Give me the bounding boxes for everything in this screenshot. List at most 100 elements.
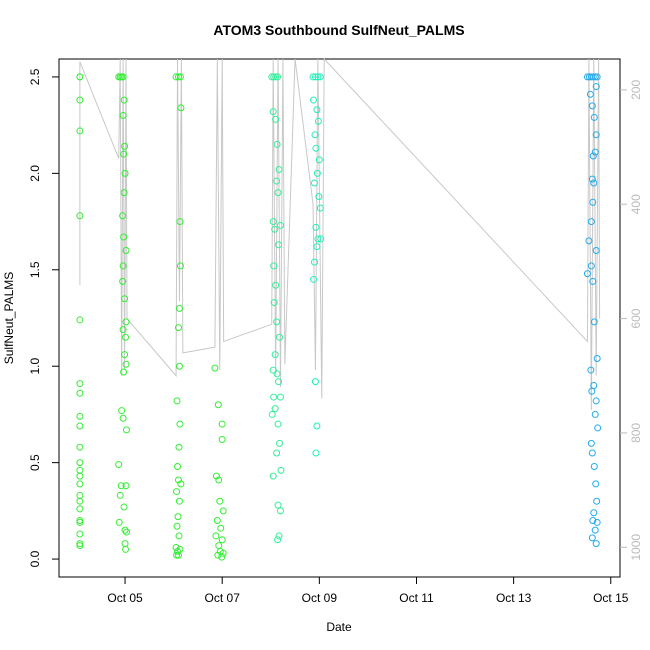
data-point: [122, 545, 130, 553]
data-point: [271, 351, 279, 359]
data-point: [117, 482, 125, 490]
y-axis-label: SulfNeut_PALMS: [2, 272, 16, 365]
data-point: [120, 150, 128, 158]
data-point: [316, 204, 324, 212]
data-point: [314, 235, 322, 243]
chart-title: ATOM3 Southbound SulfNeut_PALMS: [213, 22, 464, 38]
data-point: [277, 466, 285, 474]
data-point: [272, 73, 280, 81]
data-point: [76, 530, 84, 538]
data-point: [591, 73, 599, 81]
data-point: [268, 410, 276, 418]
data-point: [313, 422, 321, 430]
data-point: [274, 501, 282, 509]
profile-line: [79, 57, 601, 411]
data-point: [591, 526, 599, 534]
data-point: [76, 480, 84, 488]
data-point: [120, 503, 128, 511]
data-point: [76, 127, 84, 135]
data-point: [592, 540, 600, 548]
data-point: [311, 131, 319, 139]
data-point: [115, 461, 123, 469]
data-point: [592, 131, 600, 139]
data-point: [310, 275, 318, 283]
data-point: [310, 258, 318, 266]
data-point: [269, 366, 277, 374]
data-point: [275, 378, 283, 386]
data-point: [122, 318, 130, 326]
data-point: [119, 212, 127, 220]
data-point: [588, 175, 596, 183]
data-point: [314, 73, 322, 81]
data-point: [591, 410, 599, 418]
data-point: [216, 497, 224, 505]
data-point: [313, 243, 321, 251]
data-point: [588, 449, 596, 457]
data-point: [312, 223, 320, 231]
data-point: [174, 324, 182, 332]
data-point: [119, 112, 127, 120]
data-point: [76, 497, 84, 505]
data-point: [176, 262, 184, 270]
data-point: [587, 218, 595, 226]
data-point: [121, 142, 129, 150]
data-point: [175, 304, 183, 312]
y-tick-label: 1.0: [28, 358, 42, 375]
data-point: [211, 364, 219, 372]
data-point: [587, 366, 595, 374]
data-point: [177, 104, 185, 112]
data-point: [589, 198, 597, 206]
data-point: [173, 397, 181, 405]
data-point: [590, 318, 598, 326]
data-point: [272, 281, 280, 289]
data-point: [76, 212, 84, 220]
data-point: [594, 424, 602, 432]
data-point: [122, 360, 130, 368]
x-tick-label: Oct 09: [302, 591, 338, 605]
data-point: [76, 466, 84, 474]
data-point: [119, 73, 127, 81]
data-point: [269, 472, 277, 480]
data-point: [587, 262, 595, 270]
data-point: [218, 435, 226, 443]
data-point: [213, 516, 221, 524]
data-point: [120, 368, 128, 376]
data-point: [175, 362, 183, 370]
data-point: [315, 193, 323, 201]
data-point: [218, 536, 226, 544]
data-point: [76, 542, 84, 550]
data-point: [122, 482, 130, 490]
data-point: [590, 509, 598, 517]
data-point: [316, 73, 324, 81]
data-point: [317, 235, 325, 243]
data-point: [215, 542, 223, 550]
data-point: [276, 507, 284, 515]
data-point: [273, 140, 281, 148]
data-point: [175, 443, 183, 451]
y-tick-label: 2.5: [28, 68, 42, 85]
data-point: [217, 524, 225, 532]
data-point: [310, 96, 318, 104]
y-tick-label: 2.0: [28, 165, 42, 182]
data-point: [589, 516, 597, 524]
data-point: [275, 166, 283, 174]
data-point: [176, 73, 184, 81]
data-point: [276, 393, 284, 401]
data-point: [119, 262, 127, 270]
data-point: [123, 426, 131, 434]
data-point: [214, 551, 222, 559]
data-point: [586, 90, 594, 98]
data-point: [273, 177, 281, 185]
data-point: [273, 370, 281, 378]
data-point: [269, 108, 277, 116]
data-point: [76, 459, 84, 467]
data-point: [218, 553, 226, 561]
data-point: [176, 218, 184, 226]
data-point: [312, 449, 320, 457]
y2-tick-label: 1000: [629, 534, 643, 561]
data-point: [123, 528, 131, 536]
data-point: [121, 351, 129, 359]
data-point: [310, 179, 318, 187]
data-point: [76, 516, 84, 524]
data-point: [76, 472, 84, 480]
